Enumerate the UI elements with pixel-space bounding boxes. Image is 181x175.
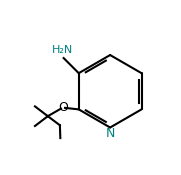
Text: O: O	[58, 101, 68, 114]
Text: N: N	[106, 127, 115, 140]
Text: H₂N: H₂N	[52, 45, 73, 55]
